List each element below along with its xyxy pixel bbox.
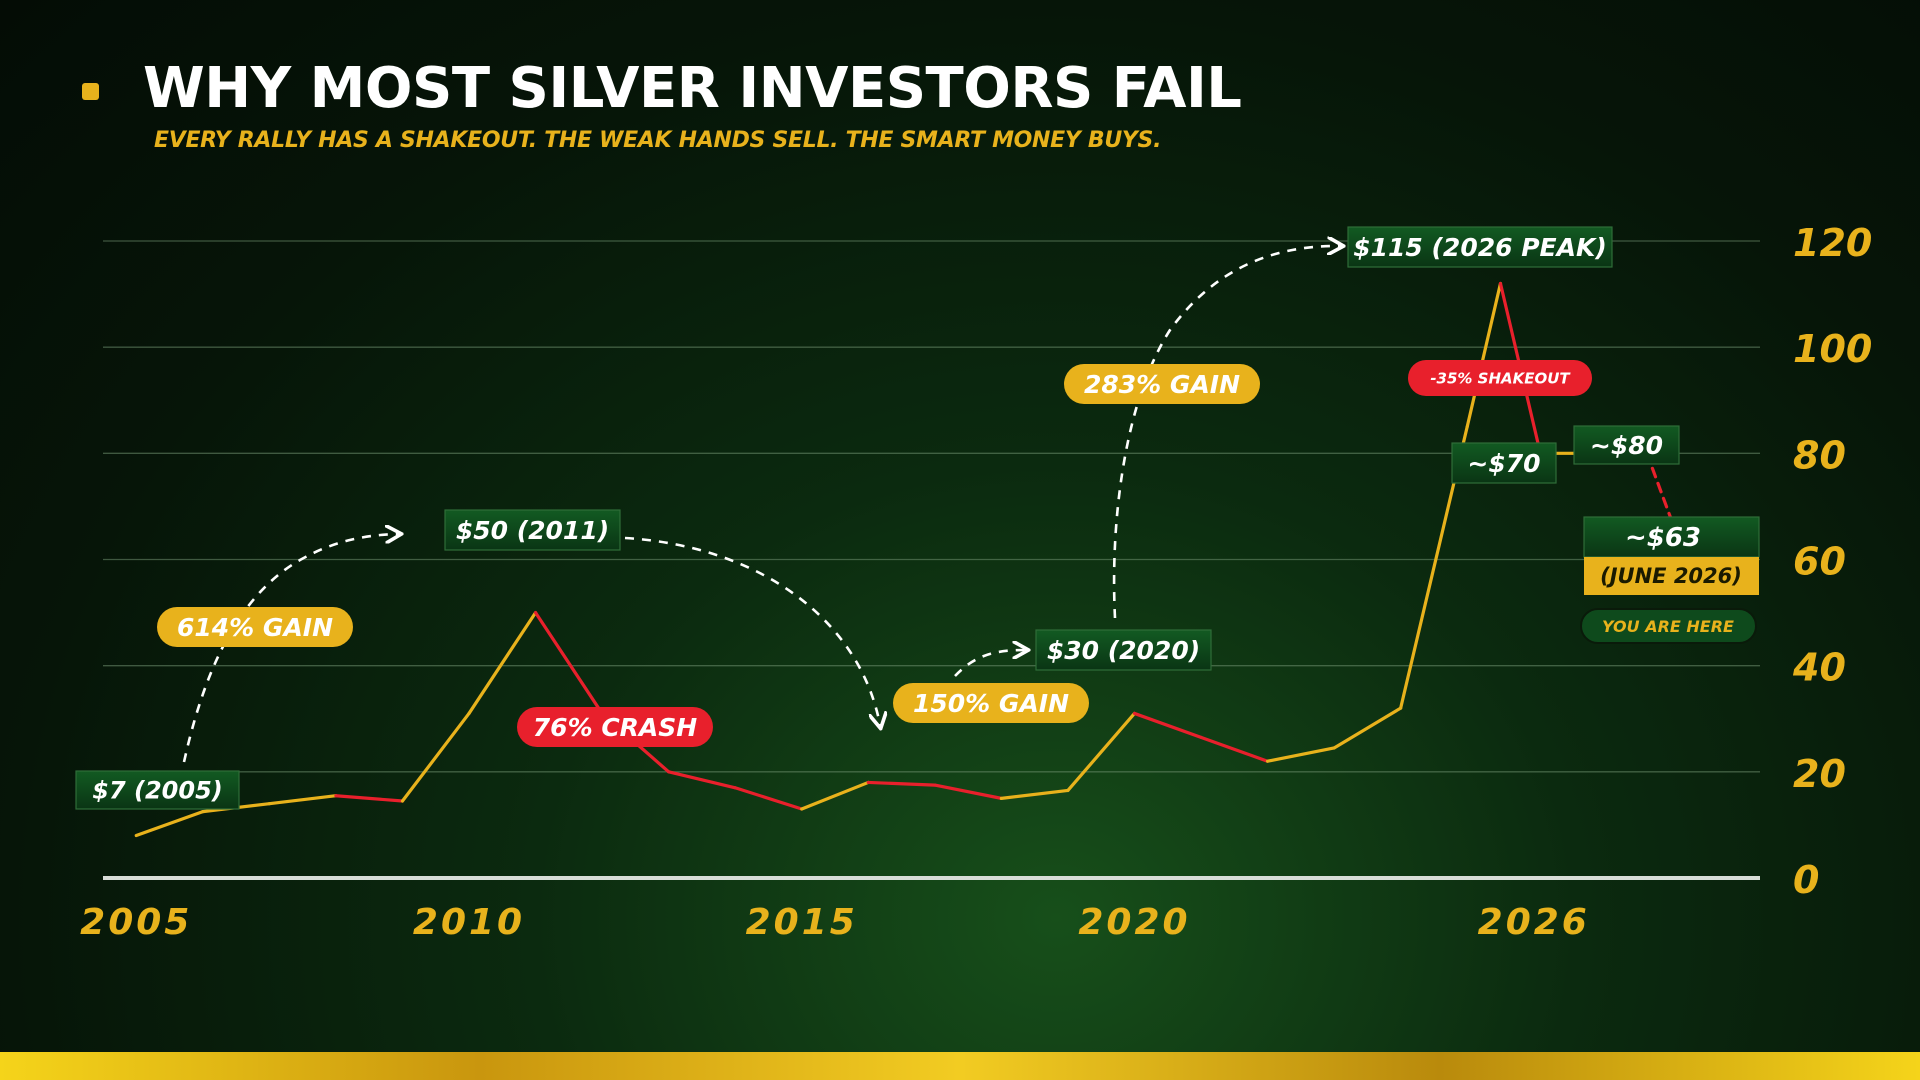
price-line-segment <box>933 783 1003 800</box>
trend-arrow <box>954 650 1025 677</box>
annotation-text: 283% GAIN <box>1084 370 1240 399</box>
x-tick-label: 2005 <box>80 902 192 943</box>
price-label-text: $50 (2011) <box>456 516 609 545</box>
page-title: WHY MOST SILVER INVESTORS FAIL <box>143 56 1242 121</box>
price-line-segment <box>467 610 538 716</box>
price-label-text: $30 (2020) <box>1047 636 1200 665</box>
page-subtitle: EVERY RALLY HAS A SHAKEOUT. THE WEAK HAN… <box>154 128 1162 153</box>
price-line-segment <box>800 780 870 811</box>
trend-arrow <box>1112 246 1340 619</box>
price-label-box <box>75 770 240 810</box>
price-label-text: $7 (2005) <box>92 777 223 805</box>
price-line-segment <box>1332 706 1403 750</box>
price-label-box <box>1573 425 1680 465</box>
you-are-here-text: YOU ARE HERE <box>1602 617 1734 636</box>
gain-annotation-pill <box>157 607 353 647</box>
trend-arrow <box>624 536 880 725</box>
price-label-box <box>444 509 621 551</box>
y-tick-label: 100 <box>1793 327 1872 371</box>
price-label-text: ~$80 <box>1590 431 1663 460</box>
annotation-text: 76% CRASH <box>533 713 697 742</box>
price-label-text: $115 (2026 PEAK) <box>1353 233 1607 262</box>
price-line-segment <box>267 794 338 806</box>
current-date-text: (JUNE 2026) <box>1600 564 1742 588</box>
price-line-segment <box>400 711 471 803</box>
price-label-box <box>1451 442 1557 484</box>
price-line-segment <box>866 780 937 787</box>
price-label-box <box>1035 629 1212 671</box>
price-line-segment <box>134 810 205 838</box>
price-label-box <box>1347 226 1613 268</box>
y-tick-label: 40 <box>1792 646 1846 690</box>
price-line-segment <box>1132 711 1203 739</box>
price-line-segment <box>533 610 604 716</box>
y-tick-label: 60 <box>1793 540 1846 584</box>
gain-annotation-pill <box>893 683 1089 723</box>
trend-arrow <box>182 534 398 763</box>
x-tick-label: 2015 <box>746 902 858 943</box>
x-tick-label: 2026 <box>1478 902 1590 943</box>
annotation-text: 150% GAIN <box>913 689 1069 718</box>
current-price-box <box>1583 516 1760 558</box>
price-line-segment <box>733 786 804 811</box>
price-line-segment <box>667 770 737 790</box>
crash-annotation-pill <box>1408 360 1592 396</box>
gain-annotation-pill <box>1064 364 1260 404</box>
price-label-text: ~$70 <box>1467 449 1540 478</box>
bottom-gold-bar <box>0 1052 1920 1080</box>
annotation-text: 614% GAIN <box>177 613 333 642</box>
y-tick-label: 120 <box>1793 221 1872 265</box>
price-line-segment <box>1199 735 1270 763</box>
y-tick-label: 0 <box>1793 858 1819 902</box>
title-row: WHY MOST SILVER INVESTORS FAIL <box>82 56 1242 121</box>
y-tick-label: 80 <box>1793 433 1846 477</box>
price-line-segment <box>1265 746 1336 763</box>
y-tick-label: 20 <box>1793 752 1846 796</box>
price-line-segment <box>1066 711 1137 793</box>
bullet-icon <box>82 83 99 100</box>
annotation-text: -35% SHAKEOUT <box>1430 369 1571 387</box>
current-price-text: ~$63 <box>1625 523 1701 553</box>
x-tick-label: 2020 <box>1078 902 1190 943</box>
price-line-segment <box>1465 281 1503 429</box>
price-line-segment <box>999 788 1070 800</box>
price-line-segment <box>334 794 405 803</box>
current-date-box <box>1584 557 1759 595</box>
you-are-here-pill <box>1580 608 1757 644</box>
crash-annotation-pill <box>517 707 713 747</box>
x-tick-label: 2010 <box>413 902 525 943</box>
